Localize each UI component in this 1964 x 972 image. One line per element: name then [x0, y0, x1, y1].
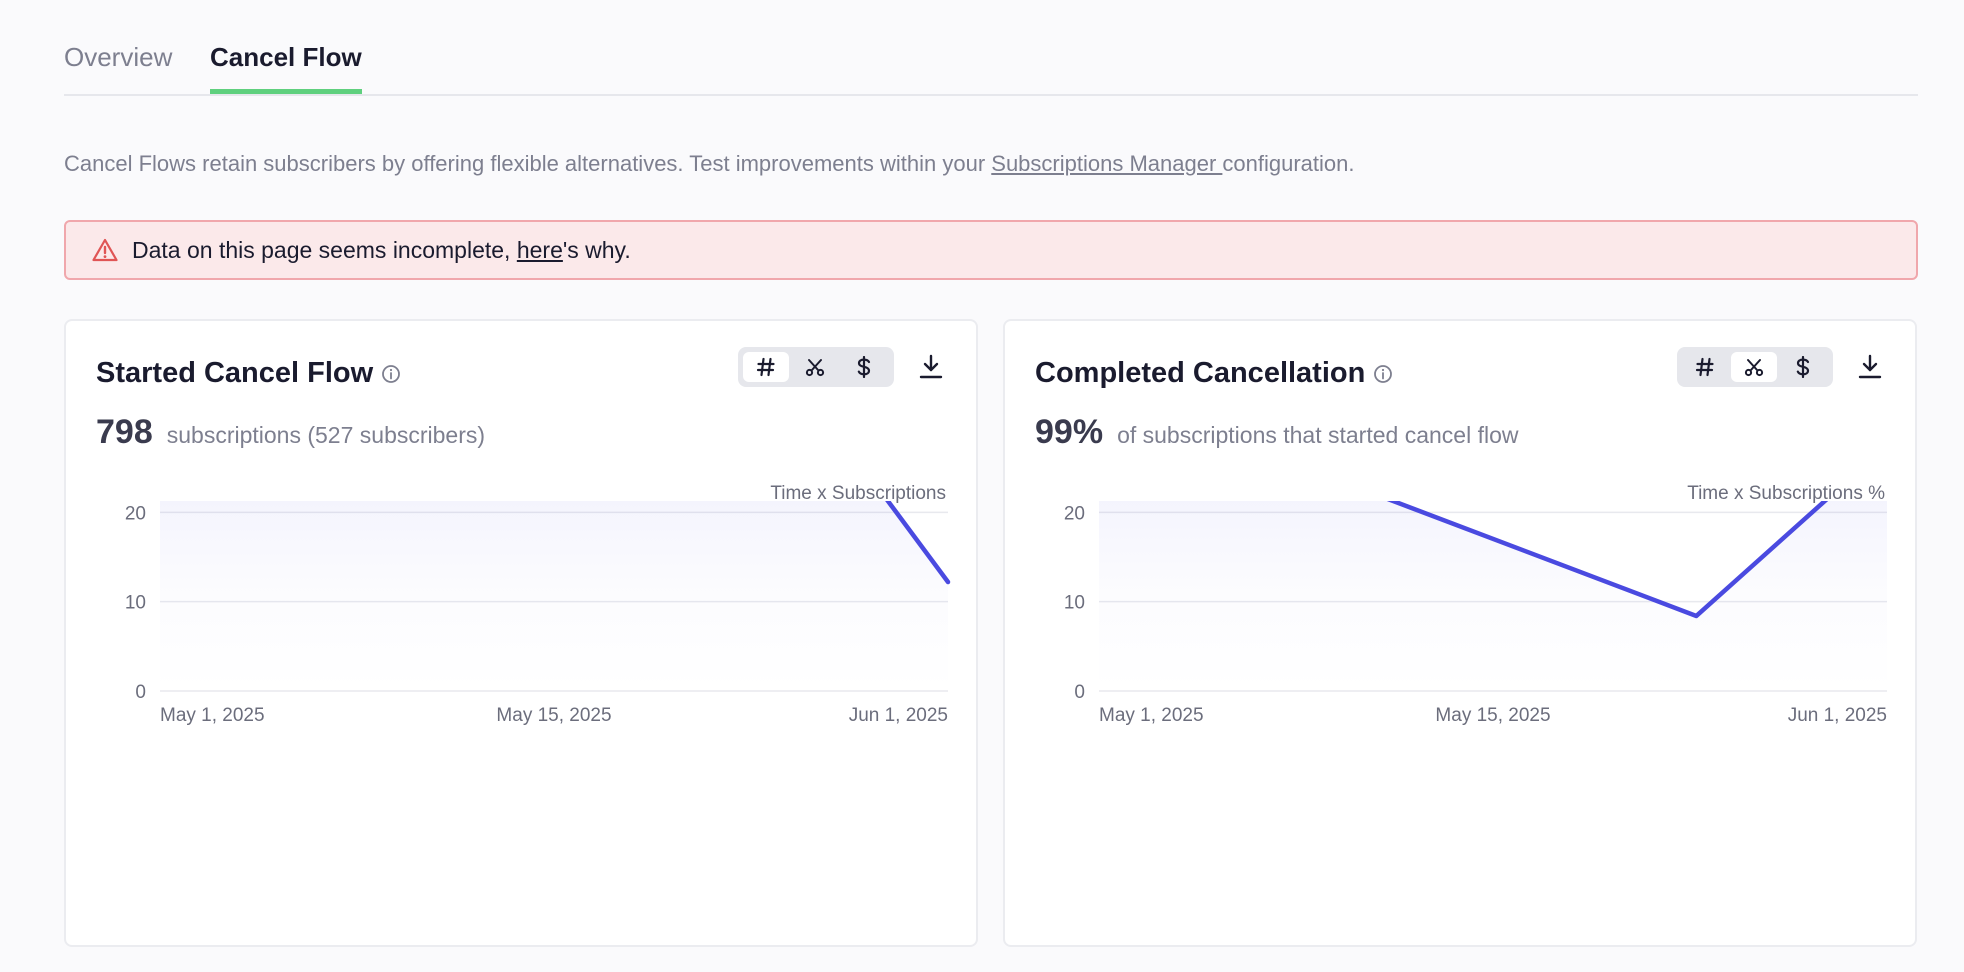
count-toggle-button[interactable]	[1682, 352, 1728, 382]
data-point[interactable]	[1693, 613, 1699, 619]
alert-text: Data on this page seems incomplete, here…	[132, 237, 631, 264]
card-title-text: Completed Cancellation	[1035, 357, 1366, 389]
warning-icon	[92, 238, 118, 262]
info-icon[interactable]	[1373, 364, 1393, 384]
info-icon[interactable]	[381, 364, 401, 384]
alert-here-link[interactable]: here	[516, 236, 563, 263]
dollar-icon	[857, 356, 871, 378]
revenue-toggle-button[interactable]	[1780, 352, 1826, 382]
hash-icon	[756, 357, 775, 377]
series-line	[1386, 501, 1829, 619]
x-tick-label: May 1, 2025	[160, 705, 265, 726]
card-title: Started Cancel Flow	[96, 357, 401, 390]
series-area	[1099, 501, 1887, 691]
y-tick-label: 10	[125, 593, 146, 614]
started-cancel-flow-card: Started Cancel Flow 798 subscriptions (5…	[64, 319, 978, 947]
unit-toggle	[1677, 347, 1833, 387]
alert-prefix: Data on this page seems incomplete,	[132, 236, 517, 263]
download-icon	[1858, 354, 1882, 379]
tab-cancel-flow[interactable]: Cancel Flow	[210, 42, 362, 94]
card-title-text: Started Cancel Flow	[96, 357, 374, 389]
y-tick-label: 0	[1074, 682, 1085, 703]
intro-text: Cancel Flows retain subscribers by offer…	[64, 151, 1354, 177]
tab-bar: Overview Cancel Flow	[64, 0, 1918, 96]
metric-value: 798	[96, 413, 153, 451]
alert-suffix: 's why.	[562, 236, 631, 263]
completed-cancellation-card: Completed Cancellation 99% of subscripti…	[1003, 319, 1917, 947]
chart-axis-label: Time x Subscriptions	[770, 483, 946, 504]
download-button[interactable]	[1853, 349, 1887, 385]
revenue-toggle-button[interactable]	[841, 352, 887, 382]
x-tick-label: May 15, 2025	[496, 705, 611, 726]
percent-toggle-button[interactable]	[1731, 352, 1777, 382]
y-tick-label: 20	[125, 503, 146, 524]
unit-toggle	[738, 347, 894, 387]
metric-description: of subscriptions that started cancel flo…	[1117, 422, 1519, 448]
subscriptions-manager-link[interactable]: Subscriptions Manager	[991, 151, 1223, 176]
scissors-icon	[805, 359, 825, 377]
chart-axis-label: Time x Subscriptions %	[1687, 483, 1885, 504]
x-tick-label: Jun 1, 2025	[849, 705, 948, 726]
percent-toggle-button[interactable]	[792, 352, 838, 382]
y-tick-label: 20	[1064, 503, 1085, 524]
x-tick-label: May 1, 2025	[1099, 705, 1204, 726]
count-toggle-button[interactable]	[743, 352, 789, 382]
incomplete-data-alert: Data on this page seems incomplete, here…	[64, 220, 1918, 280]
metric-value: 99%	[1035, 413, 1104, 451]
metric: 99% of subscriptions that started cancel…	[1035, 413, 1518, 452]
dollar-icon	[1796, 356, 1810, 378]
data-point[interactable]	[945, 579, 951, 585]
download-icon	[919, 354, 943, 379]
tab-overview[interactable]: Overview	[64, 42, 173, 72]
hash-icon	[1695, 357, 1714, 377]
download-button[interactable]	[914, 349, 948, 385]
y-tick-label: 0	[135, 682, 146, 703]
metric-description: subscriptions (527 subscribers)	[166, 422, 486, 448]
card-title: Completed Cancellation	[1035, 357, 1393, 390]
intro-text-suffix: configuration.	[1222, 151, 1355, 176]
metric: 798 subscriptions (527 subscribers)	[96, 413, 485, 452]
x-tick-label: May 15, 2025	[1435, 705, 1550, 726]
y-tick-label: 10	[1064, 593, 1085, 614]
x-tick-label: Jun 1, 2025	[1788, 705, 1887, 726]
intro-text-body: Cancel Flows retain subscribers by offer…	[64, 151, 992, 176]
scissors-icon	[1744, 359, 1764, 377]
series-area	[160, 501, 948, 691]
